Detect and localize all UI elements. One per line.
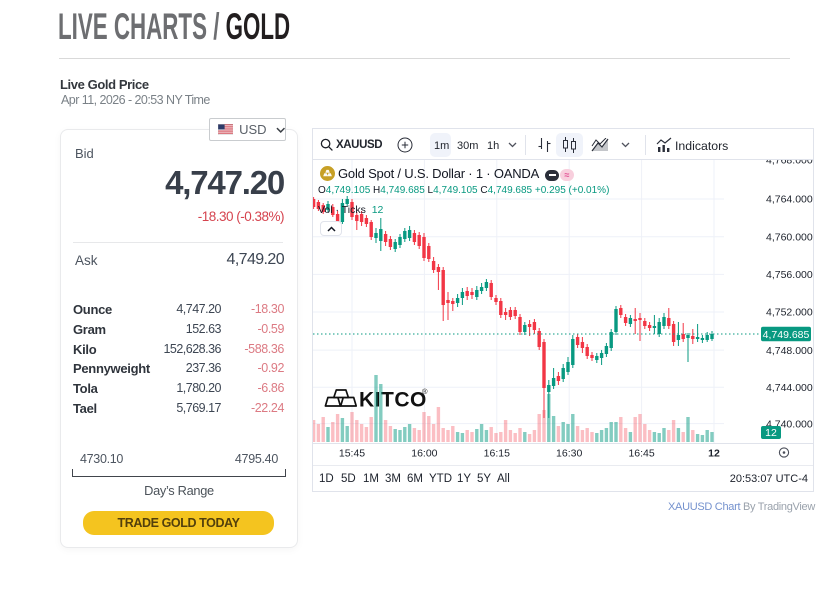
- svg-text:KITCO: KITCO: [359, 389, 427, 412]
- svg-text:YTD: YTD: [429, 473, 452, 485]
- svg-text:6M: 6M: [407, 473, 423, 485]
- svg-text:16:30: 16:30: [556, 448, 582, 460]
- svg-text:16:15: 16:15: [484, 448, 510, 460]
- svg-text:All: All: [497, 473, 510, 485]
- svg-text:5Y: 5Y: [477, 473, 491, 485]
- svg-text:1D: 1D: [319, 473, 334, 485]
- svg-text:12: 12: [708, 448, 720, 460]
- svg-text:1Y: 1Y: [457, 473, 471, 485]
- svg-text:3M: 3M: [385, 473, 401, 485]
- svg-text:4,749.685: 4,749.685: [763, 329, 810, 341]
- svg-text:4,756.000: 4,756.000: [766, 269, 813, 281]
- svg-text:4,744.000: 4,744.000: [766, 382, 813, 394]
- svg-text:®: ®: [422, 387, 428, 396]
- svg-text:16:00: 16:00: [411, 448, 437, 460]
- svg-text:1M: 1M: [363, 473, 379, 485]
- svg-text:4,768.000: 4,768.000: [766, 160, 813, 166]
- svg-text:4,760.000: 4,760.000: [766, 232, 813, 244]
- svg-text:16:45: 16:45: [628, 448, 654, 460]
- svg-text:12: 12: [765, 427, 777, 439]
- svg-text:5D: 5D: [341, 473, 356, 485]
- svg-text:4,752.000: 4,752.000: [766, 307, 813, 319]
- svg-text:4,748.000: 4,748.000: [766, 345, 813, 357]
- svg-text:20:53:07 UTC-4: 20:53:07 UTC-4: [730, 473, 808, 485]
- svg-text:4,764.000: 4,764.000: [766, 194, 813, 206]
- svg-text:15:45: 15:45: [339, 448, 365, 460]
